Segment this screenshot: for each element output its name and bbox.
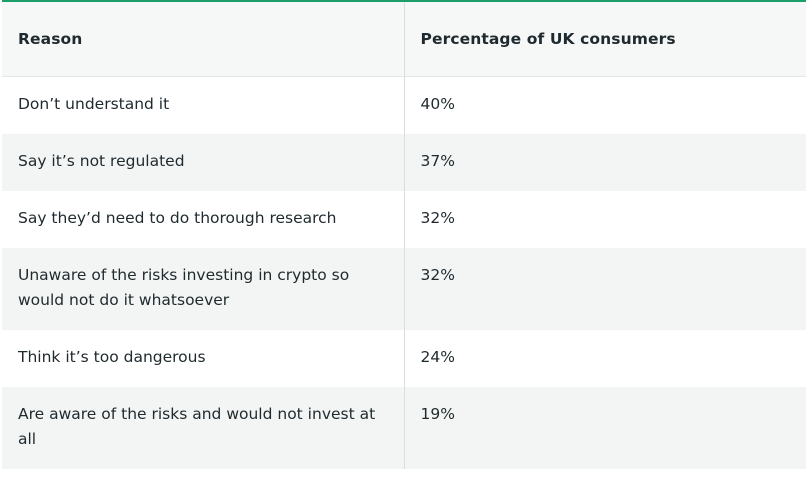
percentage-cell: 24%	[404, 330, 806, 387]
header-percentage: Percentage of UK consumers	[404, 2, 806, 77]
percentage-cell: 32%	[404, 248, 806, 330]
percentage-cell: 40%	[404, 76, 806, 134]
percentage-cell: 19%	[404, 387, 806, 469]
table-row: Unaware of the risks investing in crypto…	[2, 248, 806, 330]
reason-cell: Say they’d need to do thorough research	[2, 191, 405, 248]
reason-cell: Think it’s too dangerous	[2, 330, 405, 387]
table-row: Say it’s not regulated 37%	[2, 134, 806, 191]
reason-cell: Say it’s not regulated	[2, 134, 405, 191]
percentage-cell: 32%	[404, 191, 806, 248]
percentage-cell: 37%	[404, 134, 806, 191]
data-table-container: Reason Percentage of UK consumers Don’t …	[2, 0, 806, 469]
table-header-row: Reason Percentage of UK consumers	[2, 2, 806, 77]
table-row: Are aware of the risks and would not inv…	[2, 387, 806, 469]
reasons-table: Reason Percentage of UK consumers Don’t …	[2, 2, 806, 469]
reason-cell: Unaware of the risks investing in crypto…	[2, 248, 405, 330]
table-row: Don’t understand it 40%	[2, 76, 806, 134]
table-row: Think it’s too dangerous 24%	[2, 330, 806, 387]
header-reason: Reason	[2, 2, 405, 77]
reason-cell: Are aware of the risks and would not inv…	[2, 387, 405, 469]
table-row: Say they’d need to do thorough research …	[2, 191, 806, 248]
reason-cell: Don’t understand it	[2, 76, 405, 134]
